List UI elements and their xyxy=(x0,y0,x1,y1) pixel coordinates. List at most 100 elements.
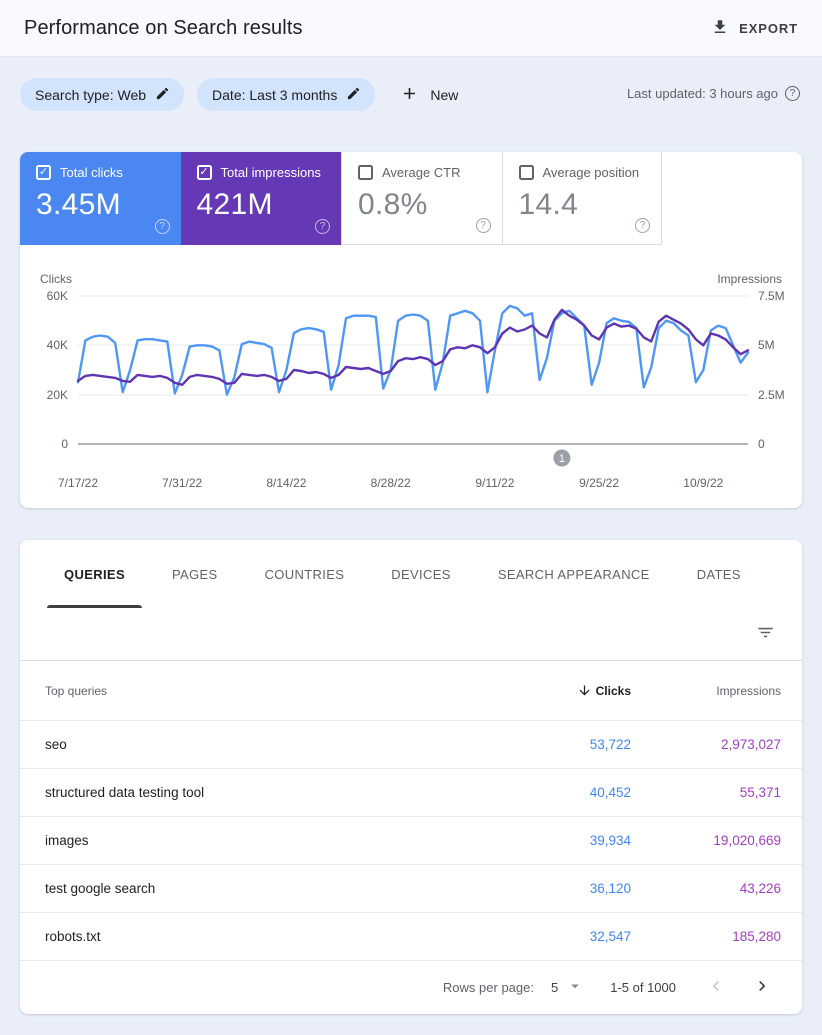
download-icon xyxy=(711,18,729,39)
chevron-right-icon xyxy=(752,976,772,999)
edit-icon xyxy=(155,86,170,104)
export-label: EXPORT xyxy=(739,20,798,36)
help-icon[interactable]: ? xyxy=(154,216,170,234)
metric-card-average-position[interactable]: Average position 14.4 ? xyxy=(501,152,662,245)
impressions-line xyxy=(76,308,750,387)
impressions-cell: 55,371 xyxy=(739,785,781,800)
metric-value: 14.4 xyxy=(518,188,579,221)
filter-button[interactable] xyxy=(756,623,775,645)
filter-bar: Search type: Web Date: Last 3 months New… xyxy=(0,57,822,152)
query-cell[interactable]: structured data testing tool xyxy=(45,785,205,800)
query-cell[interactable]: test google search xyxy=(45,881,156,896)
checkbox-unchecked-icon[interactable] xyxy=(518,165,534,180)
rows-per-page-select[interactable] xyxy=(566,977,584,998)
export-button[interactable]: EXPORT xyxy=(711,18,798,39)
metric-value: 421M xyxy=(196,188,273,221)
tab-queries[interactable]: QUERIES xyxy=(47,540,142,608)
metric-card-total-clicks[interactable]: ✓ Total clicks 3.45M ? xyxy=(20,152,181,245)
right-tick: 2.5M xyxy=(758,388,785,402)
column-header-clicks[interactable]: Clicks xyxy=(471,683,631,698)
metric-card-total-impressions[interactable]: ✓ Total impressions 421M ? xyxy=(180,152,341,245)
chart-panel: ✓ Total clicks 3.45M ? ✓ Total impressio… xyxy=(20,152,802,508)
pagination-range: 1-5 of 1000 xyxy=(610,980,676,995)
rows-per-page-value: 5 xyxy=(550,980,559,995)
x-tick-label: 7/31/22 xyxy=(162,476,202,490)
clicks-cell: 53,722 xyxy=(589,737,631,752)
impressions-cell: 2,973,027 xyxy=(720,737,781,752)
annotation-badge[interactable]: 1 xyxy=(553,449,571,467)
x-tick-label: 9/25/22 xyxy=(579,476,619,490)
chip-label: Search type: Web xyxy=(35,86,147,103)
checkbox-unchecked-icon[interactable] xyxy=(358,165,373,180)
x-tick-label: 9/11/22 xyxy=(475,476,514,490)
chevron-left-icon xyxy=(706,976,726,999)
help-icon[interactable]: ? xyxy=(315,216,330,234)
column-header-query[interactable]: Top queries xyxy=(45,683,108,698)
edit-icon xyxy=(346,86,361,104)
help-icon[interactable]: ? xyxy=(475,215,491,233)
right-axis-title: Impressions xyxy=(717,272,782,286)
right-tick: 5M xyxy=(758,338,775,352)
new-label: New xyxy=(430,86,459,103)
impressions-cell: 19,020,669 xyxy=(713,833,781,848)
left-tick: 20K xyxy=(47,388,68,402)
query-cell[interactable]: robots.txt xyxy=(45,929,101,944)
impressions-cell: 185,280 xyxy=(732,929,781,944)
plus-icon xyxy=(400,84,419,106)
pagination: Rows per page: 5 1-5 of 1000 xyxy=(20,961,802,1014)
x-tick-label: 10/9/22 xyxy=(683,476,723,490)
left-axis-title: Clicks xyxy=(40,272,72,286)
help-icon[interactable]: ? xyxy=(785,86,800,101)
last-updated-text: Last updated: 3 hours ago xyxy=(626,86,778,101)
clicks-cell: 32,547 xyxy=(589,929,631,944)
checkbox-checked-icon[interactable]: ✓ xyxy=(36,165,51,180)
new-filter-button[interactable]: New xyxy=(400,78,458,111)
table-row[interactable]: test google search 36,120 43,226 xyxy=(20,865,802,913)
rows-per-page-label: Rows per page: xyxy=(442,980,534,995)
clicks-cell: 36,120 xyxy=(589,881,631,896)
sort-descending-icon xyxy=(577,683,592,698)
table-filter-row xyxy=(20,608,802,661)
query-cell[interactable]: images xyxy=(45,833,89,848)
table-row[interactable]: structured data testing tool 40,452 55,3… xyxy=(20,769,802,817)
left-tick: 0 xyxy=(61,437,68,451)
table-row[interactable]: robots.txt 32,547 185,280 xyxy=(20,913,802,961)
page-header: Performance on Search results EXPORT xyxy=(0,0,822,57)
previous-page-button[interactable] xyxy=(702,972,730,1003)
table-row[interactable]: images 39,934 19,020,669 xyxy=(20,817,802,865)
metric-card-average-ctr[interactable]: Average CTR 0.8% ? xyxy=(341,152,502,245)
column-header-impressions[interactable]: Impressions xyxy=(716,683,781,698)
tab-devices[interactable]: DEVICES xyxy=(391,566,451,582)
x-tick-label: 7/17/22 xyxy=(58,476,98,490)
filter-icon xyxy=(756,623,775,645)
query-cell[interactable]: seo xyxy=(45,737,67,752)
svg-text:1: 1 xyxy=(559,453,565,465)
date-range-chip[interactable]: Date: Last 3 months xyxy=(197,78,376,111)
tab-search-appearance[interactable]: SEARCH APPEARANCE xyxy=(497,566,650,582)
x-axis-labels: 7/17/22 7/31/22 8/14/22 8/28/22 9/11/22 9/25/… xyxy=(58,476,724,490)
tab-countries[interactable]: COUNTRIES xyxy=(264,566,345,582)
next-page-button[interactable] xyxy=(748,972,776,1003)
metric-label: Average CTR xyxy=(382,165,461,180)
checkbox-checked-icon[interactable]: ✓ xyxy=(196,165,212,180)
x-tick-label: 8/14/22 xyxy=(266,476,306,490)
chip-label: Date: Last 3 months xyxy=(212,86,338,103)
help-icon[interactable]: ? xyxy=(635,215,650,233)
x-tick-label: 8/28/22 xyxy=(371,476,411,490)
clicks-line xyxy=(76,304,750,396)
tab-pages[interactable]: PAGES xyxy=(171,566,218,582)
search-type-chip[interactable]: Search type: Web xyxy=(20,78,185,111)
metric-value: 0.8% xyxy=(358,188,428,221)
dropdown-arrow-icon xyxy=(566,977,584,998)
impressions-cell: 43,226 xyxy=(739,881,781,896)
right-tick: 7.5M xyxy=(758,289,785,303)
metric-label: Total clicks xyxy=(60,165,123,180)
left-tick: 40K xyxy=(47,338,68,352)
table-body: seo 53,722 2,973,027 structured data tes… xyxy=(20,721,802,961)
table-panel: QUERIES PAGES COUNTRIES DEVICES SEARCH APPEA… xyxy=(20,540,802,1014)
metric-label: Average position xyxy=(542,165,640,180)
last-updated: Last updated: 3 hours ago ? xyxy=(627,78,800,101)
performance-chart[interactable]: Clicks Impressions 60K 40K 20K 0 7.5M 5M… xyxy=(20,245,802,508)
tab-dates[interactable]: DATES xyxy=(696,566,741,582)
table-row[interactable]: seo 53,722 2,973,027 xyxy=(20,721,802,769)
